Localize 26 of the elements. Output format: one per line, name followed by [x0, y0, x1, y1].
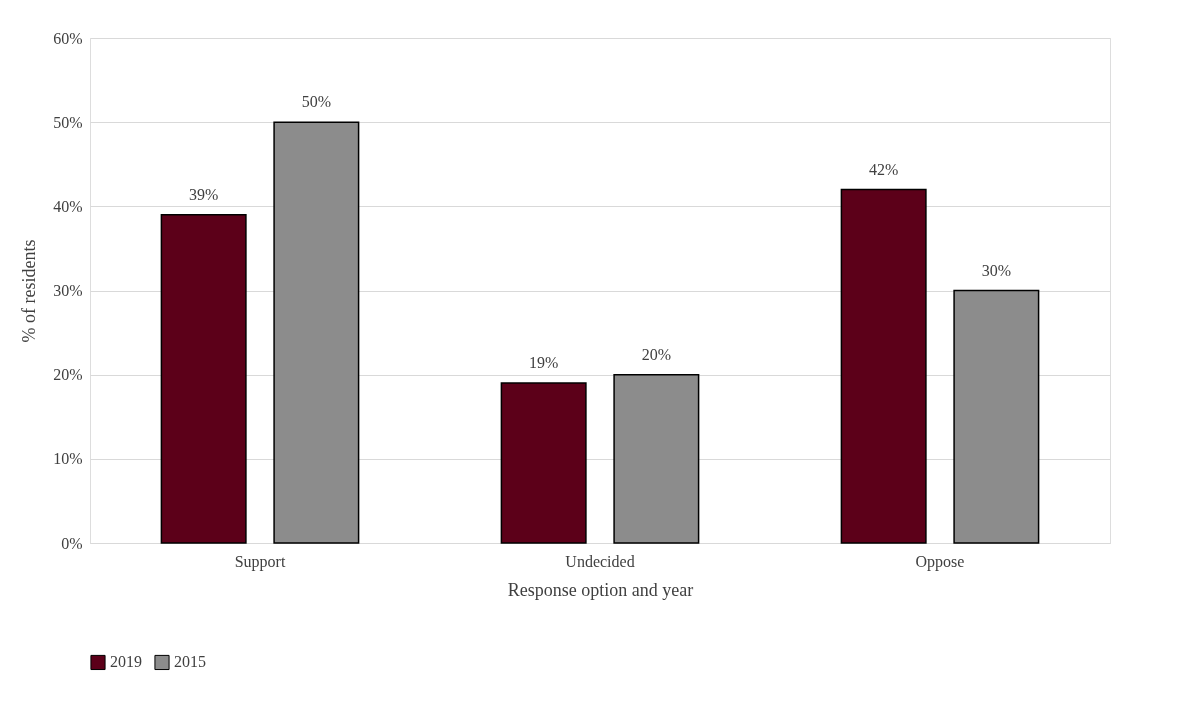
bar	[840, 188, 927, 544]
bar	[500, 382, 587, 544]
x-axis-title: Response option and year	[507, 579, 694, 600]
bar	[160, 214, 247, 544]
data-label: 39%	[188, 185, 219, 203]
bar	[953, 289, 1040, 544]
data-label: 19%	[528, 354, 559, 372]
x-tick-label: Oppose	[915, 552, 965, 571]
y-tick-label: 10%	[53, 450, 83, 468]
y-tick-label: 60%	[53, 29, 83, 47]
data-label: 30%	[981, 261, 1012, 279]
data-label: 50%	[301, 93, 332, 111]
y-axis-title: % of residents	[19, 239, 40, 343]
y-tick-label: 20%	[53, 366, 83, 384]
bar	[273, 121, 360, 544]
data-label: 42%	[868, 160, 899, 178]
y-tick-label: 40%	[53, 197, 83, 215]
y-tick-label: 0%	[61, 534, 83, 552]
legend-label: 2015	[174, 653, 206, 671]
data-label: 20%	[641, 345, 672, 363]
x-tick-label: Undecided	[565, 552, 635, 570]
y-tick-label: 50%	[53, 113, 83, 131]
legend-label: 2019	[110, 653, 142, 671]
x-tick-label: Support	[234, 552, 286, 571]
y-tick-label: 30%	[53, 282, 83, 299]
bar	[613, 373, 700, 544]
